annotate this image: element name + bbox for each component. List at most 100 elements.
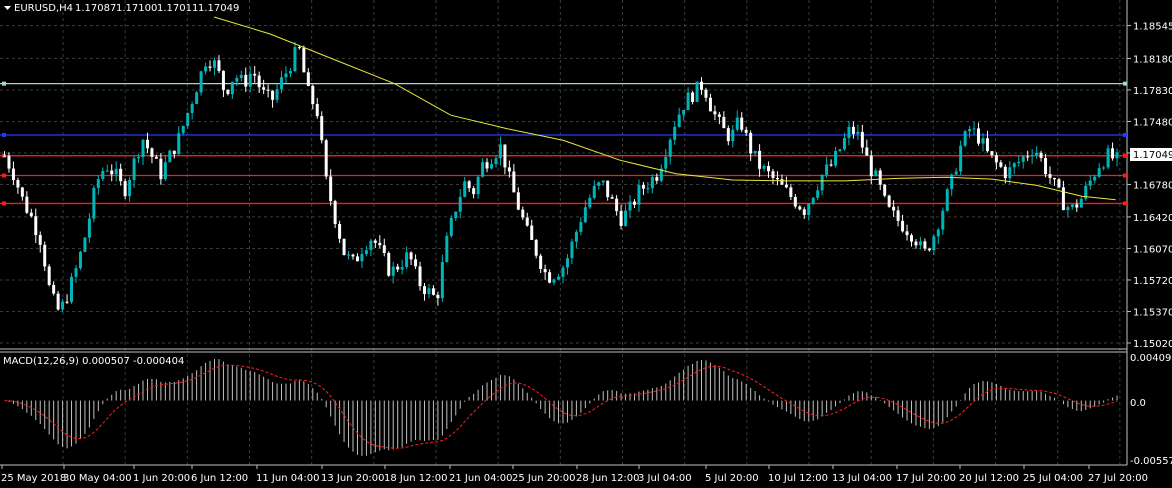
candle-body [409, 252, 413, 260]
candle-body [574, 231, 578, 242]
candle-body [38, 235, 42, 245]
candle-body [369, 240, 373, 251]
open-value: 1.17087 [75, 3, 116, 14]
level-handle-right[interactable] [1123, 132, 1127, 137]
candle-body [7, 155, 11, 169]
candle-body [217, 60, 221, 71]
candle-body [498, 144, 502, 159]
time-tick-label: 18 Jun 12:00 [384, 473, 448, 484]
candle-body [565, 258, 569, 268]
level-handle-right[interactable] [1123, 153, 1127, 158]
candle-body [1066, 207, 1070, 211]
candle-body [248, 73, 252, 87]
candle-body [11, 168, 15, 181]
level-handle-right[interactable] [1123, 201, 1127, 206]
candle-body [105, 170, 109, 172]
candle-body [597, 182, 601, 186]
candle-body [239, 74, 243, 79]
time-tick-label: 10 Jul 12:00 [768, 473, 828, 484]
candle-body [342, 238, 346, 256]
candle-body [440, 262, 444, 299]
candle-body [190, 103, 194, 113]
candle-body [338, 224, 342, 239]
candle-body [512, 171, 516, 193]
candle-body [583, 207, 587, 223]
level-handle-right[interactable] [1123, 81, 1127, 86]
candle-body [494, 158, 498, 165]
candle-body [74, 268, 78, 277]
time-tick-label: 3 Jul 04:00 [638, 473, 692, 484]
candle-body [932, 236, 936, 251]
price-tick-label: 1.15720 [1133, 276, 1172, 287]
candle-body [302, 48, 306, 73]
candle-body [96, 179, 100, 188]
candle-body [619, 211, 623, 227]
candle-body [650, 177, 654, 189]
price-tick-label: 1.16780 [1133, 181, 1172, 192]
current-price-box [1130, 148, 1172, 161]
candle-body [284, 73, 288, 78]
level-handle-right[interactable] [1123, 173, 1127, 178]
candle-body [320, 116, 324, 141]
candle-body [1021, 156, 1025, 162]
candle-body [539, 255, 543, 269]
candle-body [1111, 148, 1115, 159]
candle-body [128, 179, 132, 197]
symbol-dropdown-icon[interactable] [4, 6, 11, 10]
candle-body [199, 71, 203, 93]
close-value: 1.17049 [198, 3, 239, 14]
candle-body [632, 201, 636, 205]
candle-body [722, 116, 726, 129]
candle-body [70, 276, 74, 303]
level-handle-left[interactable] [2, 173, 6, 178]
candle-body [1061, 187, 1065, 211]
candle-body [293, 47, 297, 72]
candle-body [869, 155, 873, 177]
candle-body [811, 197, 815, 204]
candle-body [1017, 161, 1021, 164]
candle-body [686, 92, 690, 111]
candle-body [999, 162, 1003, 167]
candle-body [324, 140, 328, 177]
candle-body [235, 78, 239, 82]
price-tick-label: 1.15020 [1133, 339, 1172, 350]
candle-body [865, 147, 869, 156]
candle-body [793, 196, 797, 207]
candle-body [119, 168, 123, 182]
candle-body [1057, 179, 1061, 188]
level-handle-left[interactable] [2, 132, 6, 137]
level-handle-left[interactable] [2, 81, 6, 86]
candle-body [177, 133, 181, 155]
candle-body [682, 110, 686, 115]
candle-body [400, 267, 404, 270]
candle-body [405, 252, 409, 268]
candle-body [950, 174, 954, 190]
price-tick-label: 1.17830 [1133, 86, 1172, 97]
low-value: 1.17011 [157, 3, 198, 14]
candle-body [744, 129, 748, 133]
candle-body [257, 75, 261, 88]
candle-body [713, 111, 717, 115]
candle-body [673, 126, 677, 140]
time-tick-label: 21 Jun 04:00 [449, 473, 513, 484]
macd-zero-label: 0.0 [1130, 398, 1146, 409]
time-tick-label: 30 May 04:00 [63, 473, 132, 484]
price-tick-label: 1.16070 [1133, 244, 1172, 255]
candle-body [333, 201, 337, 225]
candle-body [114, 168, 118, 175]
level-handle-left[interactable] [2, 201, 6, 206]
candle-body [963, 131, 967, 146]
candle-body [485, 162, 489, 169]
candle-body [422, 286, 426, 294]
candle-body [758, 150, 762, 169]
candle-body [418, 266, 422, 287]
candle-body [753, 150, 757, 154]
candle-body [910, 235, 914, 242]
candle-body [472, 188, 476, 195]
price-tick-label: 1.18180 [1133, 54, 1172, 65]
candle-body [552, 279, 556, 283]
candle-body [615, 198, 619, 212]
candle-body [610, 197, 614, 199]
candle-body [297, 47, 301, 49]
